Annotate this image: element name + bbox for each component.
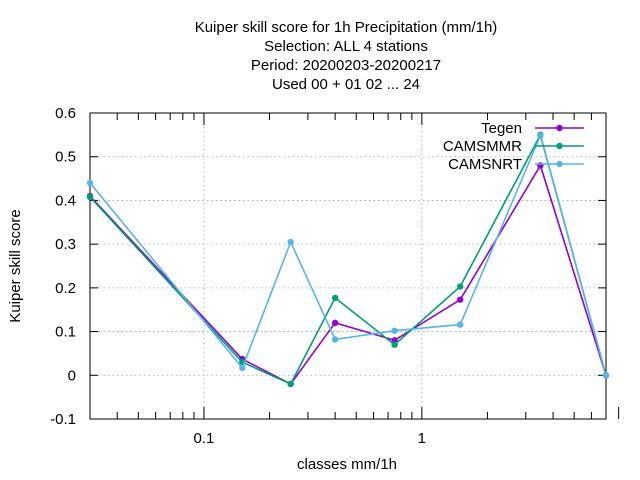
plot-frame — [89, 112, 607, 420]
y-tick-label: 0.2 — [55, 280, 76, 297]
y-axis-label: Kuiper skill score — [7, 209, 24, 322]
y-tick-label: 0.1 — [55, 324, 76, 341]
grid — [90, 113, 606, 419]
axis-ticks: -0.1 0 0.1 0.2 0.3 0.4 0.5 0.6 0.1 1 — [50, 105, 620, 447]
y-tick-label: 0.4 — [55, 192, 76, 209]
y-tick-label: 0 — [68, 367, 76, 384]
data-point-camsnrt — [457, 321, 464, 328]
title-line: Selection: ALL 4 stations — [264, 38, 428, 55]
series-line-camsmmr — [89, 132, 607, 386]
data-point-camsnrt — [287, 238, 294, 246]
data-point-camsmmr — [391, 341, 398, 348]
data-point-camsnrt — [602, 372, 610, 379]
y-tick-label: 0.6 — [55, 105, 76, 122]
title-line: Period: 20200203-20200217 — [251, 57, 441, 74]
legend-label: Tegen — [481, 120, 522, 137]
data-point-tegen — [391, 337, 398, 344]
y-tick-label: 0.3 — [55, 236, 76, 253]
data-point-camsnrt — [391, 327, 398, 334]
series-line-tegen — [89, 163, 607, 386]
y-tick-label: 0.5 — [55, 149, 76, 166]
data-point-camsnrt — [331, 336, 339, 343]
x-axis-label: classes mm/1h — [297, 456, 397, 473]
series-line-camsnrt — [89, 133, 607, 376]
data-point-camsmmr — [287, 380, 294, 388]
legend-label: CAMSNRT — [448, 156, 522, 173]
y-tick-label: -0.1 — [50, 411, 76, 428]
chart-title: Kuiper skill score for 1h Precipitation … — [195, 19, 498, 93]
data-point-camsmmr — [457, 283, 464, 290]
data-point-camsnrt — [239, 364, 246, 372]
legend-marker — [556, 124, 563, 132]
title-line: Used 00 + 01 02 ... 24 — [272, 76, 420, 93]
data-point-tegen — [457, 296, 464, 303]
series — [86, 131, 610, 388]
data-point-camsmmr — [331, 294, 339, 302]
data-point-tegen — [331, 319, 339, 327]
legend-label: CAMSMMR — [443, 138, 522, 155]
legend-marker — [556, 142, 563, 150]
data-point-camsmmr — [86, 193, 94, 201]
title-line: Kuiper skill score for 1h Precipitation … — [195, 19, 498, 36]
data-point-camsnrt — [86, 179, 94, 187]
data-point-camsnrt — [537, 132, 544, 139]
legend-marker — [556, 160, 563, 168]
x-tick-label: 1 — [418, 430, 426, 447]
x-tick-label: 0.1 — [194, 430, 215, 447]
